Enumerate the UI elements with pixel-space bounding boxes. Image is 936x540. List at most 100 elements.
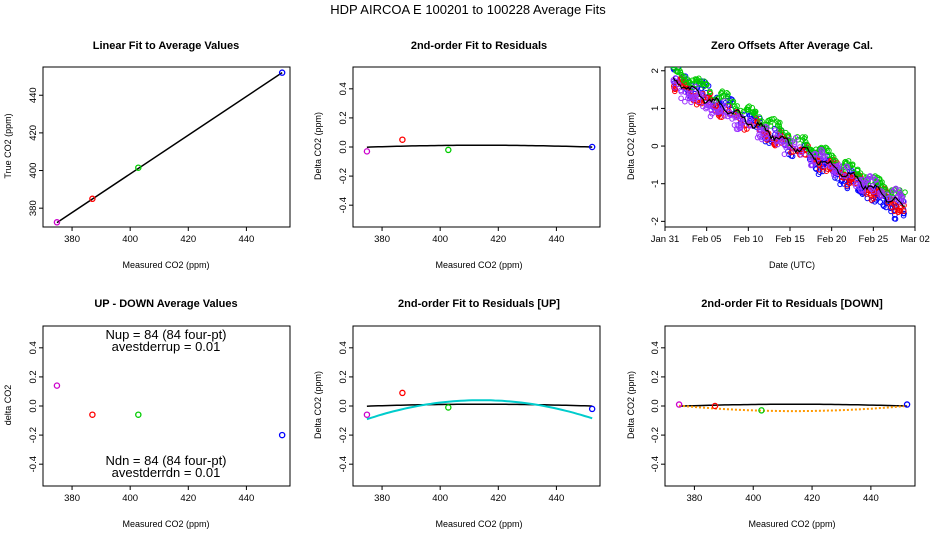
y-axis-label: delta CO2 <box>3 385 13 426</box>
series-point-green <box>775 120 782 126</box>
series-point-green <box>759 118 765 125</box>
series-point-blue <box>813 166 820 172</box>
y-tick-label: 1 <box>650 106 661 111</box>
x-tick-label: Feb 15 <box>775 234 805 245</box>
panel-title: UP - DOWN Average Values <box>94 298 237 310</box>
series-point-green <box>752 108 759 115</box>
x-tick-label: 380 <box>64 234 80 245</box>
data-point-green <box>445 404 452 411</box>
series-point-purple <box>675 81 682 88</box>
series-point-red <box>848 176 855 183</box>
series-point-green <box>740 108 747 115</box>
y-tick-label: 0.0 <box>28 399 39 412</box>
series-point-purple <box>703 104 710 110</box>
x-tick-label: 440 <box>548 234 564 245</box>
y-axis-label: True CO2 (ppm) <box>3 113 13 178</box>
data-point-green <box>445 146 452 154</box>
series-point-green <box>783 129 789 136</box>
x-axis-label: Measured CO2 (ppm) <box>122 260 209 270</box>
fit-curve <box>366 399 593 421</box>
series-point-green <box>683 79 690 86</box>
series-point-blue <box>891 215 898 222</box>
figure-title: HDP AIRCOA E 100201 to 100228 Average Fi… <box>330 2 606 17</box>
y-tick-label: -0.4 <box>338 197 349 213</box>
y-axis-label: Delta CO2 (ppm) <box>313 371 323 439</box>
series-mean-line <box>672 77 905 207</box>
x-tick-label: 440 <box>238 234 254 245</box>
series-point-purple <box>729 116 735 122</box>
x-axis-label: Measured CO2 (ppm) <box>748 519 835 529</box>
data-point-red <box>399 136 406 143</box>
y-tick-label: 0.2 <box>28 370 39 383</box>
series-point-green <box>672 61 677 66</box>
data-point-blue <box>588 405 596 413</box>
plot-frame <box>42 66 291 228</box>
series-point-green <box>768 119 774 125</box>
x-tick-label: 380 <box>374 493 390 504</box>
series-point-purple <box>712 108 718 114</box>
data-point-red <box>399 389 406 397</box>
x-tick-label: 420 <box>180 234 196 245</box>
series-point-purple <box>853 181 859 188</box>
series-point-purple <box>819 148 826 154</box>
y-tick-label: -0.2 <box>338 427 349 443</box>
series-point-green <box>681 73 688 80</box>
series-point-purple <box>763 135 770 141</box>
series-point-purple <box>682 98 688 105</box>
panel-linear-fit: Linear Fit to Average Values Measured CO… <box>3 40 291 270</box>
series-point-purple <box>860 186 867 193</box>
y-tick-label: -0.4 <box>650 456 661 472</box>
x-tick-label: 400 <box>745 493 761 504</box>
y-tick-label: -0.2 <box>28 427 39 443</box>
x-tick-label: Jan 31 <box>651 234 680 245</box>
y-axis-label: Delta CO2 (ppm) <box>626 112 636 180</box>
data-point-blue <box>278 69 286 76</box>
series-point-red <box>901 202 907 209</box>
series-point-green <box>855 166 861 173</box>
data-point-magenta <box>53 382 61 389</box>
x-tick-label: Feb 10 <box>734 234 764 245</box>
panel-title: 2nd-order Fit to Residuals <box>411 40 547 52</box>
series-point-purple <box>672 85 678 91</box>
series-point-purple <box>889 188 896 194</box>
y-tick-label: -0.4 <box>338 456 349 472</box>
x-tick-label: 420 <box>490 493 506 504</box>
series-point-purple <box>678 95 684 102</box>
series-point-green <box>745 106 752 113</box>
series-point-purple <box>901 198 907 205</box>
y-tick-label: 0.4 <box>338 341 349 354</box>
y-axis-label: Delta CO2 (ppm) <box>313 112 323 180</box>
data-point-blue <box>278 431 286 439</box>
series-point-blue <box>844 185 851 192</box>
panel-residual-fit-down: 2nd-order Fit to Residuals [DOWN] Measur… <box>626 298 916 529</box>
x-tick-label: 440 <box>863 493 879 504</box>
series-point-purple <box>678 87 684 94</box>
series-point-green <box>677 68 683 74</box>
x-axis-label: Measured CO2 (ppm) <box>435 260 522 270</box>
x-tick-label: 380 <box>686 493 702 504</box>
x-tick-label: 380 <box>64 493 80 504</box>
series-point-blue <box>892 212 898 218</box>
y-tick-label: 420 <box>28 125 39 141</box>
series-point-green <box>719 89 725 96</box>
series-point-purple <box>708 107 715 114</box>
series-point-green <box>731 103 738 110</box>
series-point-green <box>771 116 777 122</box>
series-point-purple <box>792 139 798 145</box>
x-tick-label: 420 <box>490 234 506 245</box>
series-point-green <box>765 118 771 124</box>
series-point-purple <box>726 109 733 115</box>
y-axis-label: Delta CO2 (ppm) <box>626 371 636 439</box>
data-point-blue <box>588 143 596 151</box>
series-point-red <box>893 203 899 209</box>
series-point-green <box>730 98 737 105</box>
series-point-purple <box>831 168 838 174</box>
series-point-purple <box>756 131 762 138</box>
x-tick-label: Feb 05 <box>692 234 722 245</box>
x-tick-label: 400 <box>122 493 138 504</box>
series-point-green <box>902 189 908 195</box>
data-point-blue <box>903 401 911 408</box>
series-point-purple <box>721 113 728 119</box>
series-point-purple <box>734 122 741 128</box>
series-point-purple <box>869 174 876 181</box>
